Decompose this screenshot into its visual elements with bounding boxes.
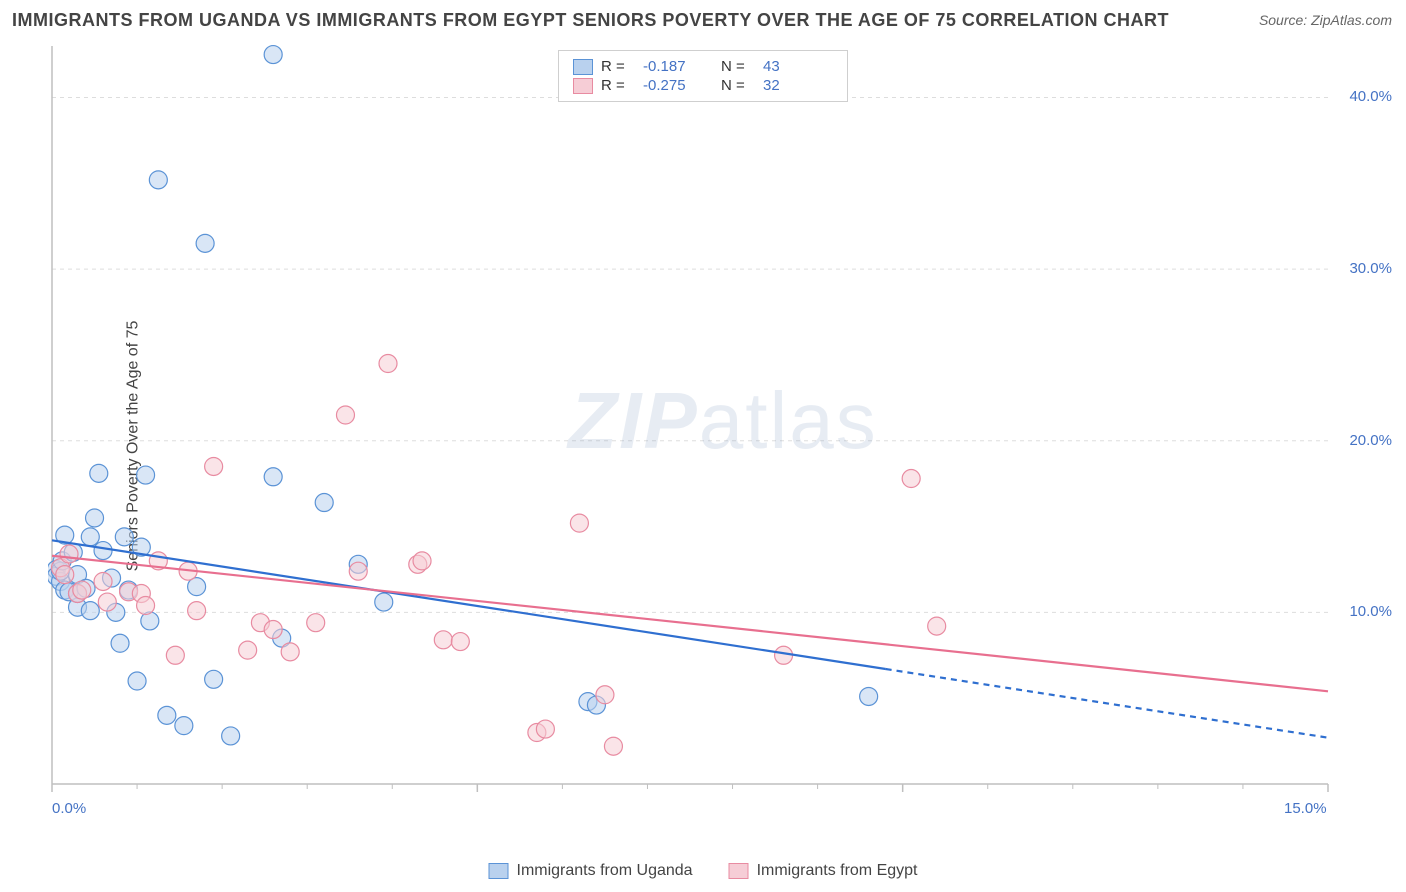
r-value-uganda: -0.187 bbox=[643, 58, 713, 75]
swatch-uganda bbox=[573, 59, 593, 75]
swatch-egypt bbox=[729, 863, 749, 879]
swatch-uganda bbox=[489, 863, 509, 879]
legend-row-uganda: R = -0.187 N = 43 bbox=[573, 57, 833, 76]
r-value-egypt: -0.275 bbox=[643, 77, 713, 94]
chart-title: IMMIGRANTS FROM UGANDA VS IMMIGRANTS FRO… bbox=[12, 10, 1169, 31]
legend-row-egypt: R = -0.275 N = 32 bbox=[573, 76, 833, 95]
r-label: R = bbox=[601, 77, 635, 94]
y-tick-label: 20.0% bbox=[1349, 432, 1392, 449]
swatch-egypt bbox=[573, 78, 593, 94]
legend-item-uganda: Immigrants from Uganda bbox=[489, 862, 693, 880]
series-label-uganda: Immigrants from Uganda bbox=[517, 862, 693, 880]
legend-item-egypt: Immigrants from Egypt bbox=[729, 862, 918, 880]
plot-area: ZIPatlas 10.0%20.0%30.0%40.0% 0.0%15.0% bbox=[48, 42, 1398, 832]
r-label: R = bbox=[601, 58, 635, 75]
chart-container: { "title": "IMMIGRANTS FROM UGANDA VS IM… bbox=[0, 0, 1406, 892]
series-legend: Immigrants from Uganda Immigrants from E… bbox=[489, 862, 918, 880]
series-label-egypt: Immigrants from Egypt bbox=[757, 862, 918, 880]
scatter-chart-svg bbox=[48, 42, 1398, 832]
n-value-uganda: 43 bbox=[763, 58, 833, 75]
correlation-legend: R = -0.187 N = 43 R = -0.275 N = 32 bbox=[558, 50, 848, 102]
x-tick-label: 15.0% bbox=[1284, 800, 1327, 817]
n-label: N = bbox=[721, 58, 755, 75]
source-attribution: Source: ZipAtlas.com bbox=[1259, 12, 1392, 28]
y-tick-label: 40.0% bbox=[1349, 88, 1392, 105]
n-value-egypt: 32 bbox=[763, 77, 833, 94]
y-tick-label: 30.0% bbox=[1349, 260, 1392, 277]
y-tick-label: 10.0% bbox=[1349, 603, 1392, 620]
n-label: N = bbox=[721, 77, 755, 94]
x-tick-label: 0.0% bbox=[52, 800, 86, 817]
